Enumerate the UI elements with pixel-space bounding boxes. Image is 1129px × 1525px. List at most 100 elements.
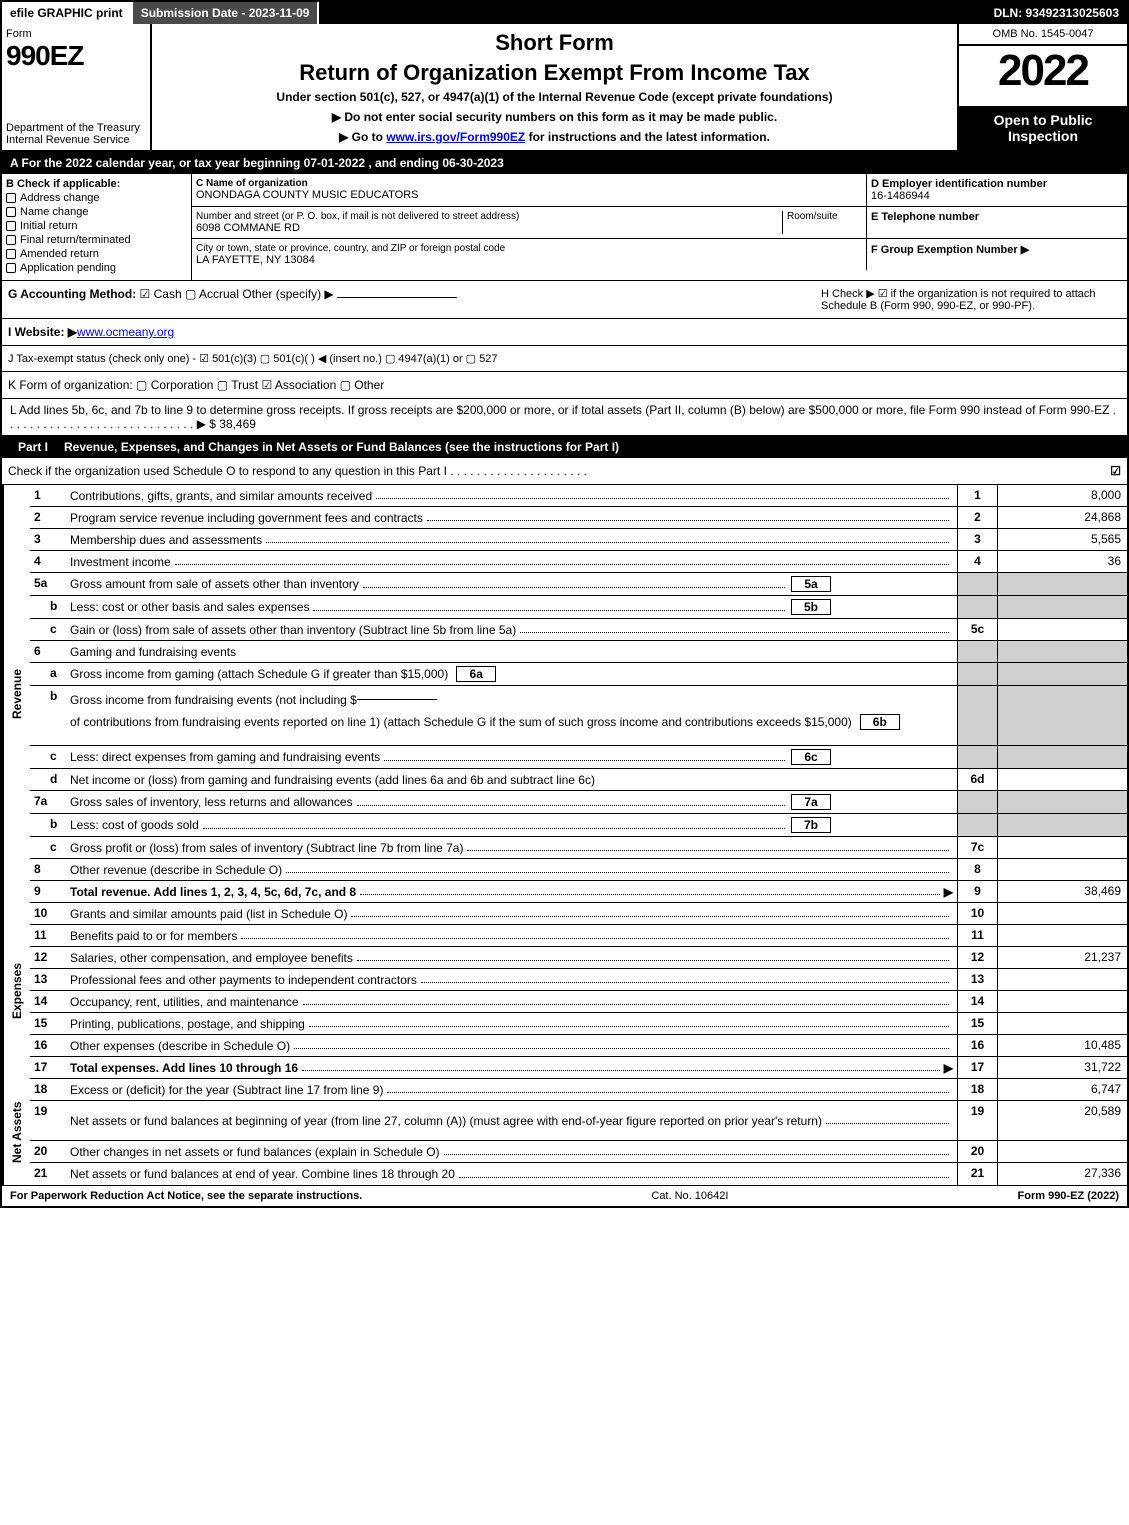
line-num: 8 (30, 859, 66, 880)
line-num: c (30, 746, 66, 768)
part1-header: Part I Revenue, Expenses, and Changes in… (2, 436, 1127, 458)
checkbox-address-change[interactable] (6, 193, 16, 203)
netassets-section: Net Assets 18Excess or (deficit) for the… (2, 1079, 1127, 1185)
line-value-shade (997, 663, 1127, 685)
line-ref-shade (957, 641, 997, 662)
org-name-label: C Name of organization (196, 178, 862, 189)
omb-number: OMB No. 1545-0047 (959, 24, 1127, 46)
city-value: LA FAYETTE, NY 13084 (196, 254, 862, 266)
checkbox-name-change[interactable] (6, 207, 16, 217)
line-num: 7a (30, 791, 66, 813)
goto-suffix: for instructions and the latest informat… (525, 130, 770, 144)
ein-value: 16-1486944 (871, 190, 1123, 202)
line-value (997, 837, 1127, 858)
mini-ref: 5a (791, 576, 831, 592)
line-value-shade (997, 791, 1127, 813)
section-h: H Check ▶ ☑ if the organization is not r… (821, 287, 1121, 312)
line-value: 27,336 (997, 1163, 1127, 1185)
line-desc: Grants and similar amounts paid (list in… (70, 907, 347, 921)
line-ref: 4 (957, 551, 997, 572)
efile-badge: efile GRAPHIC print (2, 2, 133, 24)
cb-label: Initial return (20, 220, 77, 232)
line-value (997, 903, 1127, 924)
arrow-icon: ▶ (944, 1061, 953, 1075)
mini-ref: 6a (456, 666, 496, 682)
line-ref-shade (957, 573, 997, 595)
part1-sub: Check if the organization used Schedule … (2, 458, 1127, 485)
address-value: 6098 COMMANE RD (196, 222, 782, 234)
line-num: 2 (30, 507, 66, 528)
footer-right: Form 990-EZ (2022) (1018, 1190, 1119, 1202)
line-num: 16 (30, 1035, 66, 1056)
line-num: c (30, 619, 66, 640)
line-desc: Other changes in net assets or fund bala… (70, 1145, 440, 1159)
line-num: 18 (30, 1079, 66, 1100)
line-value (997, 859, 1127, 880)
revenue-side-label: Revenue (2, 485, 30, 903)
checkbox-final-return[interactable] (6, 235, 16, 245)
line-ref-shade (957, 596, 997, 618)
line-ref-shade (957, 663, 997, 685)
city-cell: City or town, state or province, country… (192, 239, 867, 270)
line-value-shade (997, 814, 1127, 836)
section-g-h-row: G Accounting Method: ☑ Cash ▢ Accrual Ot… (2, 281, 1127, 319)
page-footer: For Paperwork Reduction Act Notice, see … (2, 1185, 1127, 1206)
line-desc: Net assets or fund balances at end of ye… (70, 1167, 455, 1181)
line-value: 21,237 (997, 947, 1127, 968)
line-value (997, 1013, 1127, 1034)
org-name-cell: C Name of organization ONONDAGA COUNTY M… (192, 174, 867, 206)
line-desc: Gross amount from sale of assets other t… (70, 577, 359, 591)
line-ref: 20 (957, 1141, 997, 1162)
line-value (997, 991, 1127, 1012)
form-number: 990EZ (6, 40, 146, 72)
room-label: Room/suite (782, 211, 862, 234)
checkbox-amended-return[interactable] (6, 249, 16, 259)
part1-checkbox[interactable]: ☑ (1110, 464, 1121, 478)
tax-year: 2022 (959, 46, 1127, 106)
line-num: 5a (30, 573, 66, 595)
line-ref-shade (957, 746, 997, 768)
header-center: Short Form Return of Organization Exempt… (152, 24, 957, 150)
line-num: b (30, 596, 66, 618)
line-num: 12 (30, 947, 66, 968)
irs-link[interactable]: www.irs.gov/Form990EZ (386, 130, 525, 144)
ssn-warning: ▶ Do not enter social security numbers o… (158, 110, 951, 124)
section-b: B Check if applicable: Address change Na… (2, 174, 192, 280)
section-j: J Tax-exempt status (check only one) - ☑… (2, 346, 1127, 372)
mini-ref: 5b (791, 599, 831, 615)
checkbox-application-pending[interactable] (6, 263, 16, 273)
line-ref: 3 (957, 529, 997, 550)
line-desc: Total revenue. Add lines 1, 2, 3, 4, 5c,… (70, 885, 356, 899)
section-cd: C Name of organization ONONDAGA COUNTY M… (192, 174, 1127, 280)
line-ref: 8 (957, 859, 997, 880)
line-desc: Excess or (deficit) for the year (Subtra… (70, 1083, 383, 1097)
line-desc: Salaries, other compensation, and employ… (70, 951, 353, 965)
line-num: 4 (30, 551, 66, 572)
website-label: I Website: ▶ (8, 325, 77, 339)
org-name: ONONDAGA COUNTY MUSIC EDUCATORS (196, 189, 862, 201)
line-num: c (30, 837, 66, 858)
line-desc: Total expenses. Add lines 10 through 16 (70, 1061, 298, 1075)
expenses-section: Expenses 10Grants and similar amounts pa… (2, 903, 1127, 1079)
line-ref-shade (957, 686, 997, 745)
line-value (997, 925, 1127, 946)
line-value: 36 (997, 551, 1127, 572)
mini-ref: 7a (791, 794, 831, 810)
mini-ref: 6c (791, 749, 831, 765)
line-desc: Less: direct expenses from gaming and fu… (70, 750, 380, 764)
line-desc: Printing, publications, postage, and shi… (70, 1017, 305, 1031)
mini-ref: 7b (791, 817, 831, 833)
line-num: b (30, 686, 66, 745)
goto-line: ▶ Go to www.irs.gov/Form990EZ for instru… (158, 130, 951, 144)
line-desc: Net income or (loss) from gaming and fun… (70, 773, 595, 787)
website-link[interactable]: www.ocmeany.org (77, 325, 174, 339)
line-ref: 17 (957, 1057, 997, 1078)
line-num: 19 (30, 1101, 66, 1140)
checkbox-initial-return[interactable] (6, 221, 16, 231)
line-desc: Gross income from gaming (attach Schedul… (70, 667, 448, 681)
line-value: 6,747 (997, 1079, 1127, 1100)
line-value-shade (997, 596, 1127, 618)
line-ref: 1 (957, 485, 997, 506)
line-value: 31,722 (997, 1057, 1127, 1078)
line-num: 3 (30, 529, 66, 550)
